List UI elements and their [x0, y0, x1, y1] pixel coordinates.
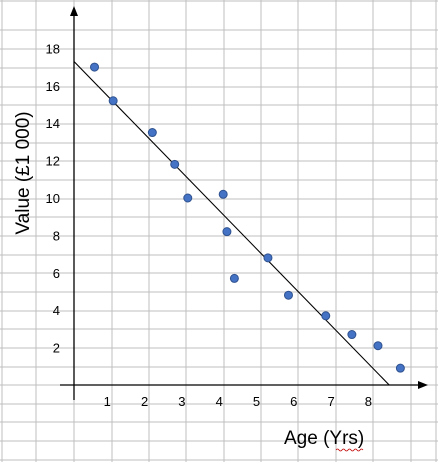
x-tick-label: 8 [365, 394, 372, 409]
trend-line [73, 61, 390, 386]
y-axis-title: Value (£1 000) [13, 111, 34, 234]
data-point [183, 193, 193, 203]
data-point [147, 128, 157, 138]
data-point [108, 96, 118, 106]
data-point [283, 290, 293, 300]
y-tick-labels: 2 4 6 8 10 12 14 16 18 [46, 41, 60, 355]
y-tick-label: 18 [46, 41, 60, 56]
x-tick-label: 6 [290, 394, 297, 409]
y-tick-label: 8 [53, 228, 60, 243]
x-tick-label: 3 [178, 394, 185, 409]
x-tick-label: 4 [216, 394, 223, 409]
data-point [321, 311, 331, 321]
x-tick-label: 5 [253, 394, 260, 409]
data-point [229, 273, 239, 283]
data-point [218, 189, 228, 199]
data-point [347, 330, 357, 340]
y-tick-label: 4 [53, 303, 60, 318]
y-tick-label: 10 [46, 191, 60, 206]
y-axis-arrow [70, 6, 78, 16]
y-tick-label: 12 [46, 154, 60, 169]
x-tick-label: 7 [327, 394, 334, 409]
y-tick-label: 16 [46, 79, 60, 94]
x-tick-label: 1 [104, 394, 111, 409]
data-point [395, 363, 405, 373]
x-tick-label: 2 [141, 394, 148, 409]
x-axis-arrow [418, 381, 428, 389]
axes [60, 6, 428, 400]
data-point [170, 159, 180, 169]
y-tick-label: 2 [53, 341, 60, 356]
data-points [90, 62, 405, 373]
data-point [263, 253, 273, 263]
data-point [222, 227, 232, 237]
x-tick-labels: 1 2 3 4 5 6 7 8 [104, 394, 372, 409]
y-tick-label: 14 [46, 116, 60, 131]
data-point [373, 341, 383, 351]
y-tick-label: 6 [53, 266, 60, 281]
spellcheck-underline [335, 448, 364, 452]
data-point [90, 62, 100, 72]
x-axis-title: Age (Yrs) [284, 428, 364, 449]
